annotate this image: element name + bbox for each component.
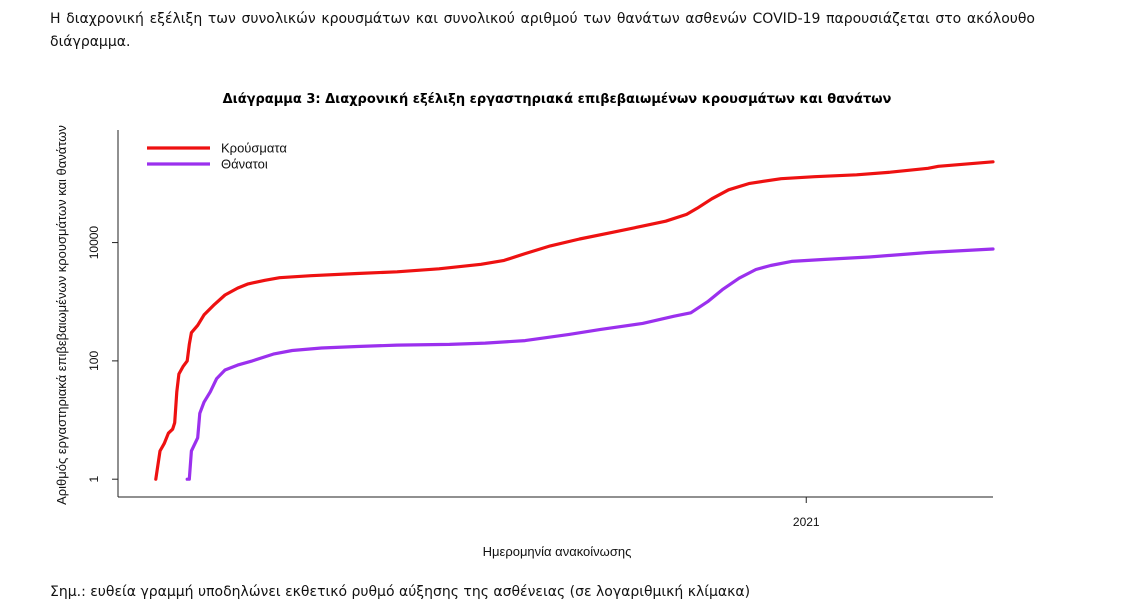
footnote: Σημ.: ευθεία γραμμή υποδηλώνει εκθετικό … — [50, 584, 751, 600]
x-tick-label: 2021 — [793, 515, 820, 529]
legend-label-1: Κρούσματα — [221, 141, 287, 156]
intro-paragraph: Η διαχρονική εξέλιξη των συνολικών κρουσ… — [50, 11, 1035, 50]
y-tick-label: 10000 — [87, 226, 101, 260]
x-axis-label: Ημερομηνία ανακοίνωσης — [483, 544, 632, 559]
series-line-2 — [185, 247, 995, 481]
y-axis-label: Αριθμός εργαστηριακά επιβεβαιωμένων κρου… — [54, 125, 69, 505]
y-tick-label: 1 — [87, 476, 101, 483]
chart-title: Διάγραμμα 3: Διαχρονική εξέλιξη εργαστηρ… — [223, 92, 892, 107]
series-lines — [154, 160, 995, 481]
y-axis: 1 100 10000 — [87, 130, 119, 497]
series-line-1 — [154, 160, 995, 481]
y-tick-label: 100 — [87, 351, 101, 371]
x-axis: 2021 — [118, 496, 993, 529]
legend-label-2: Θάνατοι — [221, 157, 268, 172]
